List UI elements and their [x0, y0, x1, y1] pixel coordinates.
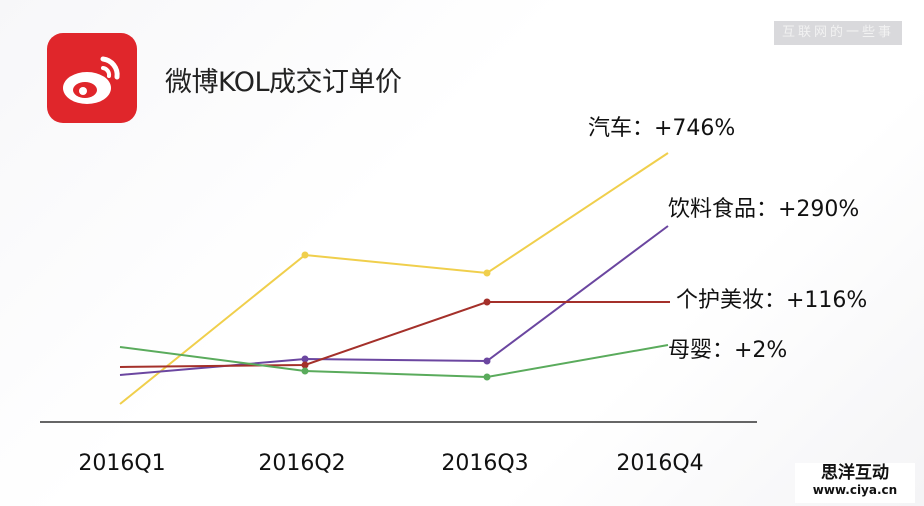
data-point — [483, 269, 491, 277]
watermark-top: 互联网的一些事 — [774, 21, 902, 45]
series-line-母婴 — [119, 344, 669, 379]
x-tick-label: 2016Q1 — [78, 451, 165, 476]
data-point — [301, 355, 309, 363]
watermark-line2: www.ciya.cn — [812, 483, 898, 497]
data-point — [301, 251, 309, 259]
data-point — [483, 373, 491, 381]
series-label: 饮料食品：+290% — [668, 197, 859, 222]
data-point — [483, 357, 491, 365]
series-label: 母婴：+2% — [668, 338, 787, 363]
x-tick-label: 2016Q2 — [258, 451, 345, 476]
series-line-个护美妆 — [119, 301, 668, 368]
series-label: 汽车：+746% — [588, 116, 735, 141]
data-point — [301, 367, 309, 375]
series-label: 个护美妆：+116% — [676, 288, 867, 313]
x-tick-label: 2016Q4 — [616, 451, 703, 476]
x-tick-label: 2016Q3 — [441, 451, 528, 476]
data-point — [301, 361, 309, 369]
watermark-line1: 思洋互动 — [821, 463, 889, 483]
series-line-饮料食品 — [119, 225, 669, 376]
weibo-logo — [47, 33, 137, 123]
chart-title: 微博KOL成交订单价 — [165, 67, 402, 98]
data-point — [483, 298, 491, 306]
watermark-bottom: 思洋互动 www.ciya.cn — [795, 463, 915, 503]
series-line-汽车 — [119, 152, 669, 405]
